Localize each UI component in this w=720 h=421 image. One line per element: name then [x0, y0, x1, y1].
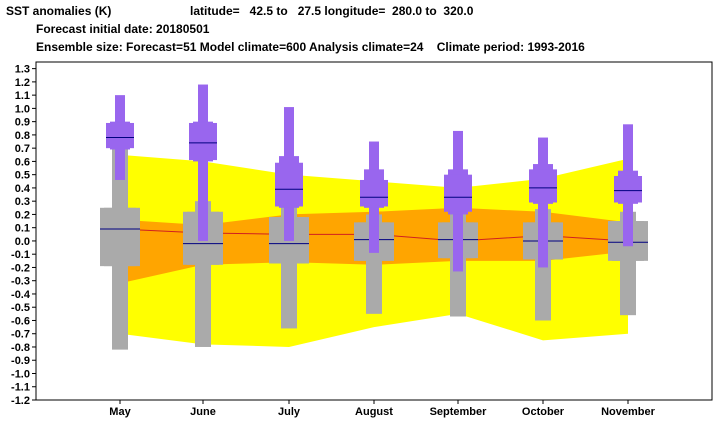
y-tick-label: 1.0	[15, 103, 30, 115]
y-tick-label: -0.8	[11, 342, 30, 354]
y-tick-label: 1.2	[15, 77, 30, 89]
x-tick-label: October	[522, 406, 565, 418]
y-tick-label: 0.6	[15, 156, 30, 168]
y-tick-label: 1.3	[15, 64, 30, 76]
analysis-climate-box	[100, 207, 140, 267]
region-coordinates: latitude= 42.5 to 27.5 longitude= 280.0 …	[190, 4, 474, 18]
y-tick-label: 0.1	[15, 223, 30, 235]
forecast-whisker	[198, 84, 208, 241]
chart-header: SST anomalies (K) latitude= 42.5 to 27.5…	[0, 0, 720, 60]
ensemble-info: Ensemble size: Forecast=51 Model climate…	[36, 40, 585, 54]
y-tick-label: 0.2	[15, 209, 30, 221]
y-tick-label: 0.0	[15, 236, 30, 248]
x-tick-label: September	[430, 406, 488, 418]
y-tick-label: -0.3	[11, 276, 30, 288]
y-tick-label: 0.5	[15, 170, 30, 182]
x-tick-label: November	[601, 406, 656, 418]
y-tick-label: -1.1	[11, 382, 30, 394]
y-tick-label: -0.6	[11, 315, 30, 327]
forecast-box	[360, 179, 388, 207]
x-tick-label: July	[278, 406, 301, 418]
forecast-date: Forecast initial date: 20180501	[36, 22, 210, 36]
x-tick-label: June	[190, 406, 216, 418]
forecast-box	[275, 162, 303, 207]
y-tick-label: 0.7	[15, 143, 30, 155]
forecast-box	[444, 174, 472, 212]
y-tick-label: -0.4	[11, 289, 31, 301]
x-tick-label: August	[355, 406, 393, 418]
y-tick-label: -0.9	[11, 355, 30, 367]
y-tick-label: 1.1	[15, 90, 30, 102]
y-tick-label: 0.8	[15, 130, 30, 142]
y-tick-label: -0.5	[11, 302, 30, 314]
y-tick-label: 0.4	[15, 183, 31, 195]
y-tick-label: -1.2	[11, 395, 30, 407]
forecast-box	[529, 169, 557, 203]
y-tick-label: 0.3	[15, 196, 30, 208]
forecast-box	[614, 175, 642, 203]
y-tick-label: -0.1	[11, 249, 30, 261]
y-tick-label: 0.9	[15, 117, 30, 129]
y-tick-label: -1.0	[11, 368, 30, 380]
y-tick-label: -0.2	[11, 262, 30, 274]
chart-title: SST anomalies (K)	[6, 4, 112, 18]
forecast-box	[189, 122, 217, 161]
forecast-box	[106, 122, 134, 149]
x-tick-label: May	[109, 406, 131, 418]
y-tick-label: -0.7	[11, 329, 30, 341]
